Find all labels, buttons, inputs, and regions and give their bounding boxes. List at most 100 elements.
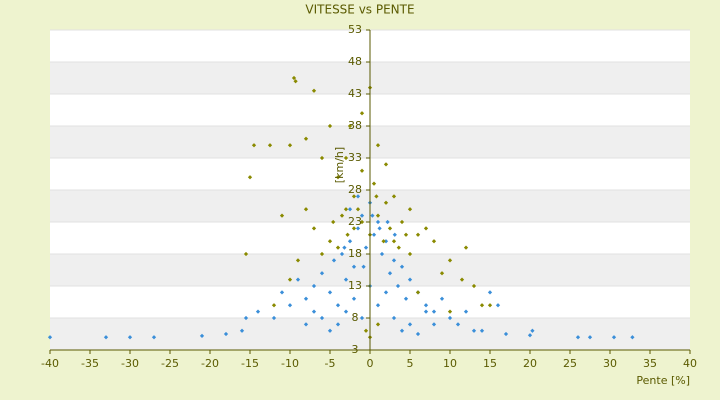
point — [375, 213, 381, 218]
point — [495, 303, 501, 308]
point — [287, 143, 293, 148]
x-tick-label: -35 — [81, 357, 99, 370]
point — [471, 328, 477, 333]
point — [343, 155, 349, 161]
x-tick-label: 40 — [683, 357, 697, 370]
point — [415, 290, 421, 295]
point — [527, 333, 533, 338]
point — [391, 239, 397, 244]
point — [311, 226, 317, 231]
point — [279, 290, 285, 295]
point — [255, 309, 261, 314]
point — [319, 271, 325, 276]
point — [335, 175, 341, 180]
point — [463, 309, 469, 314]
point — [447, 309, 453, 314]
point — [239, 328, 245, 333]
x-tick-label: 15 — [483, 357, 497, 370]
point — [479, 303, 485, 308]
point — [383, 290, 389, 295]
point — [355, 194, 361, 199]
point — [415, 331, 421, 337]
point — [351, 226, 357, 231]
x-tick-label: 10 — [443, 357, 457, 370]
point — [127, 335, 133, 340]
point — [319, 315, 325, 321]
point — [423, 226, 429, 231]
point — [399, 328, 405, 333]
point — [459, 277, 465, 282]
point — [343, 277, 349, 282]
x-tick-label: -25 — [161, 357, 179, 370]
point — [385, 219, 390, 225]
point — [347, 239, 353, 244]
point — [347, 207, 353, 212]
y-tick-label: 53 — [348, 23, 362, 36]
point — [407, 277, 413, 282]
point — [407, 322, 413, 327]
point — [327, 290, 333, 295]
point — [387, 226, 393, 231]
point — [271, 303, 277, 308]
point — [287, 277, 293, 282]
point — [351, 264, 357, 269]
point — [303, 322, 309, 327]
point — [383, 239, 389, 244]
x-tick-label: -10 — [281, 357, 299, 370]
point — [343, 207, 349, 212]
point — [343, 309, 349, 314]
x-axis-title: Pente [%] — [636, 374, 690, 387]
point — [327, 239, 333, 244]
x-tick-label: 25 — [563, 357, 577, 370]
point — [345, 232, 350, 237]
point — [359, 168, 365, 173]
point — [151, 335, 157, 340]
y-tick-label: 3 — [352, 343, 359, 356]
point — [399, 219, 405, 225]
point — [391, 194, 397, 199]
point — [243, 251, 249, 257]
point — [375, 322, 381, 327]
point — [487, 303, 493, 308]
y-tick-label: 18 — [348, 247, 362, 260]
point — [439, 271, 445, 276]
x-tick-label: 20 — [523, 357, 537, 370]
point — [439, 296, 445, 301]
y-tick-label: 48 — [348, 55, 362, 68]
point — [303, 136, 309, 141]
point — [295, 277, 301, 282]
point — [431, 239, 437, 244]
point — [279, 213, 285, 218]
x-tick-label: 5 — [407, 357, 414, 370]
point — [575, 335, 581, 340]
x-tick-label: -20 — [201, 357, 219, 370]
point — [423, 309, 429, 314]
point — [447, 258, 453, 263]
point — [381, 239, 386, 244]
point — [395, 283, 401, 289]
point — [303, 296, 309, 301]
point — [351, 194, 357, 199]
point — [431, 309, 437, 314]
x-tick-label: -30 — [121, 357, 139, 370]
point — [403, 296, 409, 301]
point — [331, 258, 337, 263]
point — [355, 226, 361, 231]
x-tick-label: 35 — [643, 357, 657, 370]
point — [342, 245, 347, 250]
point — [287, 303, 293, 308]
point — [503, 331, 509, 337]
y-tick-label: 43 — [348, 87, 362, 100]
point — [387, 271, 393, 276]
y-tick-label: 38 — [348, 119, 362, 132]
point — [383, 162, 389, 167]
point — [407, 207, 413, 212]
point — [351, 296, 357, 301]
point — [251, 143, 257, 148]
x-tick-label: -15 — [241, 357, 259, 370]
point — [339, 213, 345, 218]
point — [339, 251, 345, 257]
point — [383, 200, 389, 205]
point — [371, 181, 377, 186]
